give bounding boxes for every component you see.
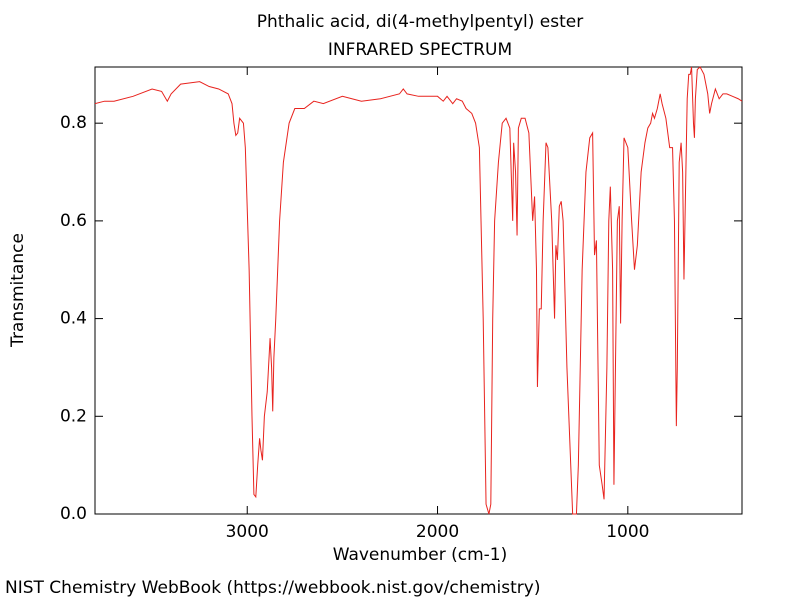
y-tick-label: 0.6 — [60, 211, 87, 231]
y-axis-label: Transmitance — [8, 233, 28, 348]
x-tick-label: 3000 — [226, 522, 269, 542]
x-tick-label: 2000 — [416, 522, 459, 542]
y-tick-label: 0.2 — [60, 406, 87, 426]
y-tick-label: 0.4 — [60, 309, 87, 329]
chart-title: Phthalic acid, di(4-methylpentyl) ester — [257, 12, 583, 32]
chart-subtitle: INFRARED SPECTRUM — [328, 40, 512, 60]
spectrum-line — [94, 66, 743, 515]
x-tick-label: 1000 — [606, 522, 649, 542]
y-tick-label: 0.0 — [60, 504, 87, 524]
x-axis-label: Wavenumber (cm-1) — [333, 545, 508, 565]
y-tick-label: 0.8 — [60, 113, 87, 133]
plot-frame — [94, 66, 743, 515]
footer: NIST Chemistry WebBook (https://webbook.… — [5, 578, 540, 598]
